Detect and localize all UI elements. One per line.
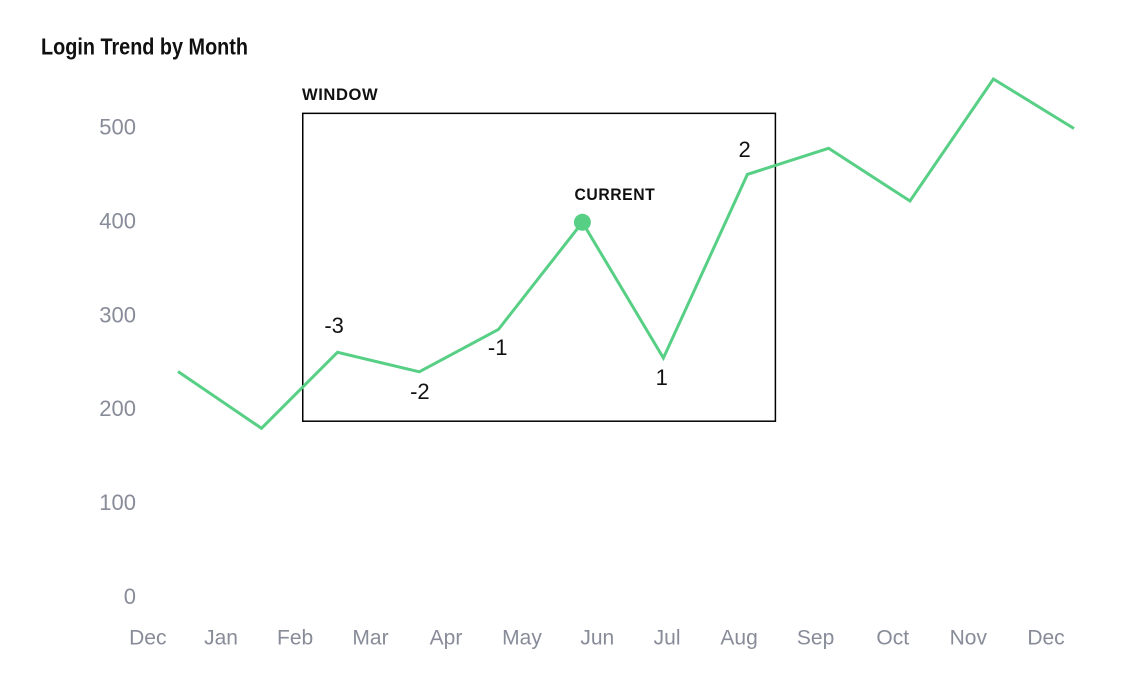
- svg-text:Jun: Jun: [580, 627, 614, 650]
- svg-text:Aug: Aug: [720, 627, 757, 650]
- svg-text:Apr: Apr: [430, 627, 463, 650]
- svg-text:Dec: Dec: [1027, 627, 1064, 650]
- svg-text:100: 100: [99, 490, 136, 515]
- svg-text:2: 2: [738, 137, 750, 162]
- svg-text:-2: -2: [410, 379, 430, 404]
- svg-text:300: 300: [99, 302, 136, 327]
- svg-text:CURRENT: CURRENT: [575, 185, 656, 204]
- svg-text:200: 200: [99, 396, 136, 421]
- svg-text:Mar: Mar: [352, 627, 388, 650]
- svg-text:500: 500: [99, 115, 136, 140]
- svg-text:Jan: Jan: [204, 627, 238, 650]
- svg-text:Login Trend by Month: Login Trend by Month: [41, 34, 248, 60]
- svg-text:0: 0: [124, 584, 136, 609]
- svg-text:May: May: [502, 627, 542, 650]
- svg-text:Jul: Jul: [654, 627, 681, 650]
- svg-text:Sep: Sep: [797, 627, 834, 650]
- svg-text:Feb: Feb: [277, 627, 313, 650]
- svg-text:-3: -3: [324, 313, 344, 338]
- svg-text:Nov: Nov: [950, 627, 988, 650]
- svg-text:WINDOW: WINDOW: [302, 85, 379, 104]
- svg-text:Oct: Oct: [876, 627, 909, 650]
- svg-text:400: 400: [99, 208, 136, 233]
- svg-text:-1: -1: [488, 335, 508, 360]
- svg-text:Dec: Dec: [129, 627, 166, 650]
- svg-text:1: 1: [656, 365, 668, 390]
